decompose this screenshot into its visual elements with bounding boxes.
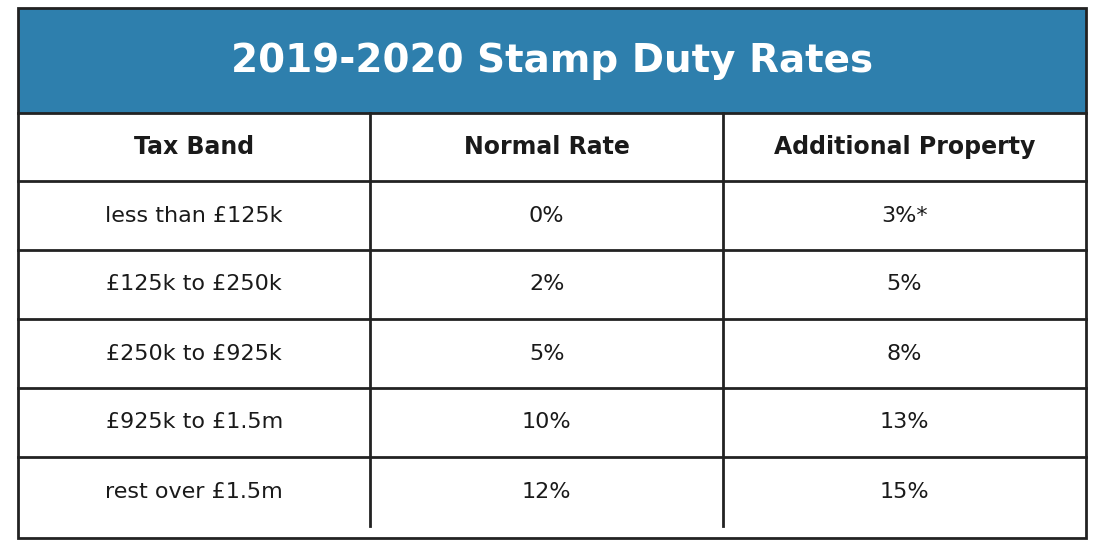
Bar (18, 113, 1086, 526)
Text: £125k to £250k: £125k to £250k (106, 275, 283, 294)
Text: 3%*: 3%* (881, 205, 927, 225)
Text: Normal Rate: Normal Rate (464, 135, 629, 159)
Text: less than £125k: less than £125k (106, 205, 283, 225)
Text: 13%: 13% (880, 412, 930, 432)
Text: 15%: 15% (880, 482, 930, 501)
Text: 2019-2020 Stamp Duty Rates: 2019-2020 Stamp Duty Rates (231, 41, 873, 80)
Text: rest over £1.5m: rest over £1.5m (105, 482, 283, 501)
Text: Tax Band: Tax Band (135, 135, 254, 159)
Text: 0%: 0% (529, 205, 564, 225)
Text: £925k to £1.5m: £925k to £1.5m (106, 412, 283, 432)
Bar (18, 8, 1086, 113)
Text: Additional Property: Additional Property (774, 135, 1036, 159)
Text: £250k to £925k: £250k to £925k (106, 343, 283, 364)
Text: 10%: 10% (522, 412, 572, 432)
Text: 8%: 8% (887, 343, 922, 364)
Text: 2%: 2% (529, 275, 564, 294)
Text: 5%: 5% (887, 275, 922, 294)
Text: 5%: 5% (529, 343, 564, 364)
Text: 12%: 12% (522, 482, 572, 501)
